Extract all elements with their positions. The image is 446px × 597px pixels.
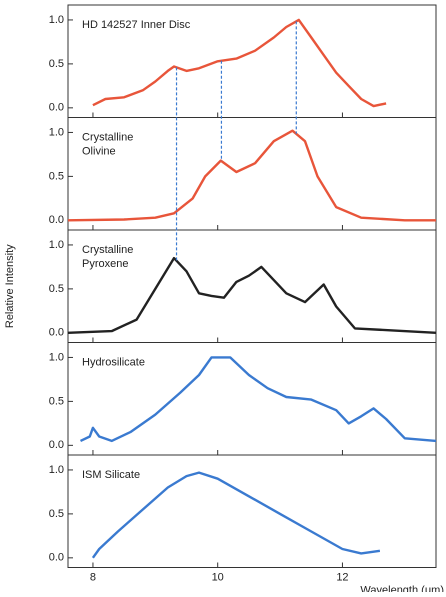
- y-tick-label: 0.0: [49, 439, 64, 451]
- y-tick-label: 0.0: [49, 327, 64, 339]
- panel-title: Crystalline Pyroxene: [82, 244, 133, 270]
- y-tick-label: 0.0: [49, 214, 64, 226]
- x-tick-label: 10: [212, 571, 224, 583]
- y-tick-label: 1.0: [49, 239, 64, 251]
- spectrum-line: [67, 256, 437, 334]
- y-tick-label: 0.0: [49, 552, 64, 564]
- y-tick-label: 1.0: [49, 126, 64, 138]
- x-tick-label: 12: [336, 571, 348, 583]
- spectrum-line: [91, 471, 381, 559]
- x-tick-label: 8: [90, 571, 96, 583]
- panel-title: Crystalline Olivine: [82, 131, 133, 157]
- panel-title: Hydrosilicate: [82, 356, 145, 368]
- x-axis-label: Wavelength (μm): [360, 584, 444, 592]
- panel-frame: [67, 454, 437, 568]
- panel-title: ISM Silicate: [82, 469, 140, 481]
- spectrum-line: [67, 129, 436, 222]
- y-tick-label: 0.5: [49, 58, 64, 70]
- y-tick-label: 0.5: [49, 508, 64, 520]
- y-tick-label: 1.0: [49, 351, 64, 363]
- y-tick-label: 1.0: [49, 14, 64, 26]
- y-tick-label: 0.5: [49, 283, 64, 295]
- y-axis-label: Relative Intensity: [4, 244, 16, 328]
- spectrum-line: [79, 356, 437, 443]
- y-tick-label: 0.5: [49, 170, 64, 182]
- y-tick-label: 0.0: [49, 102, 64, 114]
- spectrum-line: [92, 18, 387, 108]
- y-tick-label: 0.5: [49, 395, 64, 407]
- y-tick-label: 1.0: [49, 464, 64, 476]
- panel-title: HD 142527 Inner Disc: [82, 19, 191, 31]
